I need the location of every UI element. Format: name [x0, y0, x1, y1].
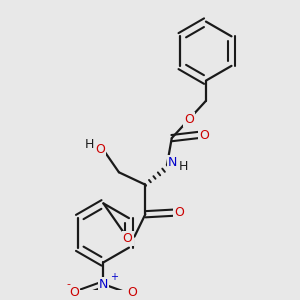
- Text: O: O: [199, 128, 209, 142]
- Text: O: O: [70, 286, 80, 299]
- Text: +: +: [110, 272, 118, 282]
- Text: O: O: [184, 113, 194, 126]
- Text: -: -: [67, 279, 71, 289]
- Text: O: O: [123, 232, 133, 245]
- Text: H: H: [178, 160, 188, 172]
- Text: H: H: [85, 138, 94, 151]
- Text: N: N: [99, 278, 108, 291]
- Text: O: O: [128, 286, 137, 299]
- Text: O: O: [174, 206, 184, 219]
- Text: O: O: [95, 143, 105, 156]
- Text: N: N: [168, 157, 177, 169]
